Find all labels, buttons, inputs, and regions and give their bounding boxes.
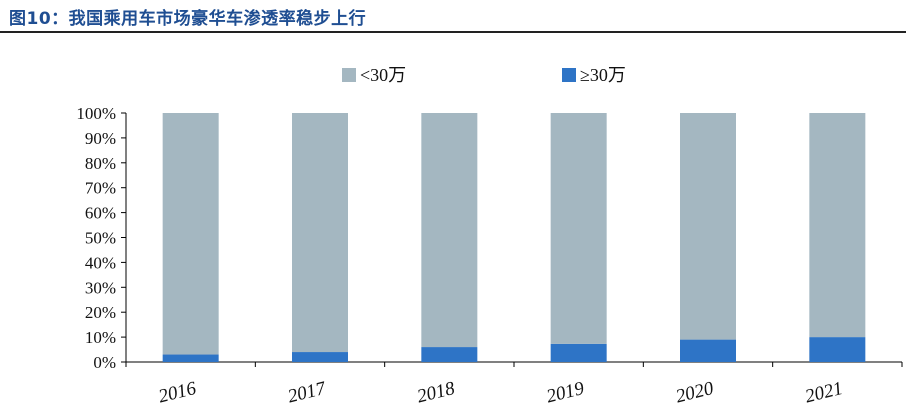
legend-swatch-1 — [562, 68, 576, 82]
legend-swatch-0 — [342, 68, 356, 82]
bar-lt30-2020 — [680, 113, 736, 340]
x-tick-label: 2019 — [544, 378, 586, 408]
y-tick-label: 30% — [85, 278, 116, 297]
bar-ge30-2019 — [550, 343, 607, 362]
title-rule — [0, 31, 906, 33]
y-tick-label: 0% — [93, 353, 116, 372]
x-tick-label: 2018 — [415, 378, 457, 408]
bar-lt30-2017 — [292, 113, 348, 353]
bar-lt30-2016 — [162, 113, 219, 355]
figure-title: 图10：我国乘用车市场豪华车渗透率稳步上行 — [9, 9, 367, 29]
legend-label-1: ≥30万 — [580, 65, 626, 85]
bar-ge30-2020 — [680, 339, 736, 362]
y-tick-label: 60% — [85, 204, 116, 223]
bar-lt30-2018 — [421, 113, 478, 348]
y-tick-label: 10% — [85, 328, 116, 347]
x-tick-label: 2016 — [156, 378, 198, 408]
y-tick-label: 20% — [85, 303, 116, 322]
x-tick-label: 2020 — [674, 378, 716, 408]
bar-ge30-2021 — [809, 337, 866, 362]
y-tick-label: 80% — [85, 154, 116, 173]
x-tick-label: 2017 — [286, 378, 329, 408]
y-tick-label: 100% — [76, 104, 116, 123]
y-tick-label: 70% — [85, 179, 116, 198]
y-tick-label: 40% — [85, 253, 116, 272]
y-tick-label: 90% — [85, 129, 116, 148]
bar-lt30-2021 — [809, 113, 866, 338]
bar-ge30-2018 — [421, 347, 478, 362]
y-tick-label: 50% — [85, 229, 116, 248]
bar-ge30-2016 — [162, 354, 219, 362]
legend-label-0: <30万 — [360, 65, 406, 85]
bar-lt30-2019 — [550, 113, 607, 344]
bar-ge30-2017 — [292, 352, 348, 362]
x-tick-label: 2021 — [803, 378, 845, 408]
